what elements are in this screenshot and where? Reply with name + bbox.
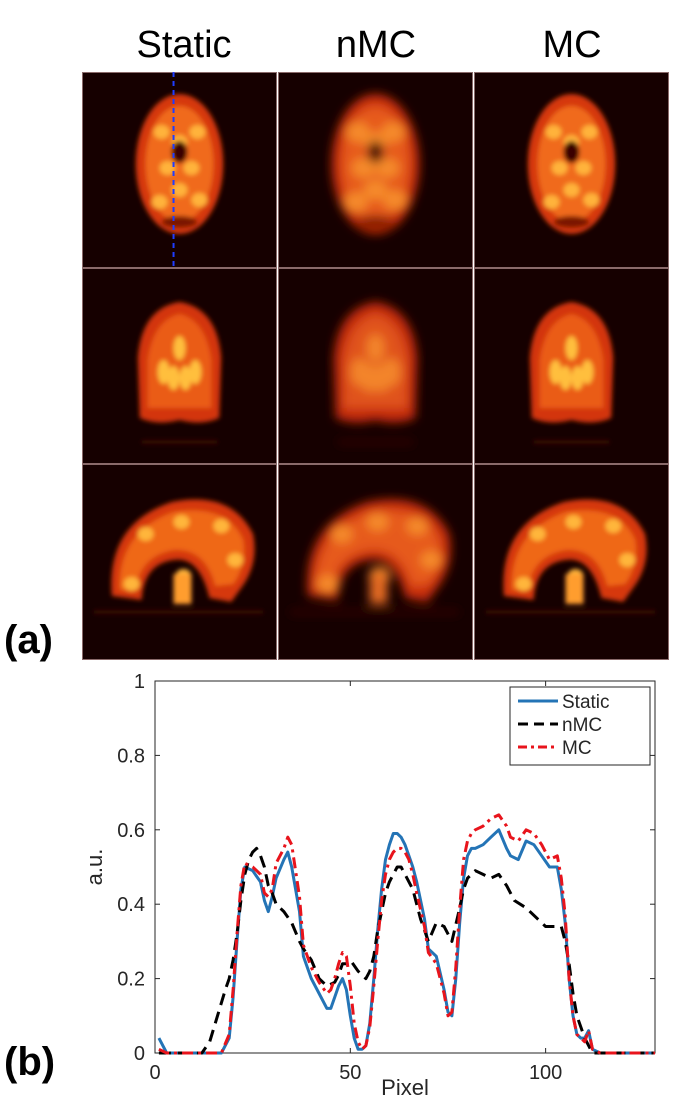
x-tick-label: 0: [149, 1062, 160, 1084]
pet-image-transaxial-static: [82, 72, 277, 268]
y-tick-label: 0.2: [117, 969, 145, 991]
column-title-static: Static: [136, 24, 232, 66]
pet-image-sagittal-static: [82, 464, 277, 660]
pet-image-coronal-static: [82, 268, 277, 464]
column-title-nmc: nMC: [335, 24, 417, 66]
pet-image-sagittal-nmc: [278, 464, 473, 660]
x-tick-label: 50: [339, 1062, 361, 1084]
series-line-mc: [158, 813, 655, 1055]
pet-image-coronal-nmc: [278, 268, 473, 464]
series-line-static: [157, 828, 655, 1055]
y-axis-label: a.u.: [82, 849, 107, 886]
x-axis-ticks: 0 50 100: [149, 681, 562, 1084]
y-tick-label: 0: [134, 1043, 145, 1065]
pet-image-transaxial-nmc: [278, 72, 473, 268]
pet-image-sagittal-mc: [474, 464, 669, 660]
column-title-mc: MC: [542, 24, 602, 66]
y-tick-label: 0.4: [117, 894, 145, 916]
pet-image-coronal-mc: [474, 268, 669, 464]
plot-axes: [154, 680, 656, 1054]
y-tick-label: 1: [134, 671, 145, 693]
legend-label-nmc: nMC: [562, 715, 602, 736]
y-tick-label: 0.8: [117, 745, 145, 767]
series-line-nmc: [158, 846, 655, 1055]
panel-label-a: (a): [4, 618, 53, 662]
y-axis-ticks: 0 0.2 0.4 0.6 0.8 1: [117, 671, 655, 1065]
legend-label-mc: MC: [562, 738, 592, 759]
x-tick-label: 100: [529, 1062, 562, 1084]
pet-image-transaxial-mc: [474, 72, 669, 268]
profile-plot: 0 0.2 0.4 0.6 0.8 1 0 50 100 a.u. Pixel Staticn…: [82, 671, 656, 1100]
x-axis-label: Pixel: [381, 1075, 429, 1100]
legend-label-static: Static: [562, 692, 610, 713]
plot-series: [157, 813, 655, 1055]
y-tick-label: 0.6: [117, 820, 145, 842]
plot-frame: [154, 680, 656, 1054]
panel-label-b: (b): [4, 1040, 56, 1084]
